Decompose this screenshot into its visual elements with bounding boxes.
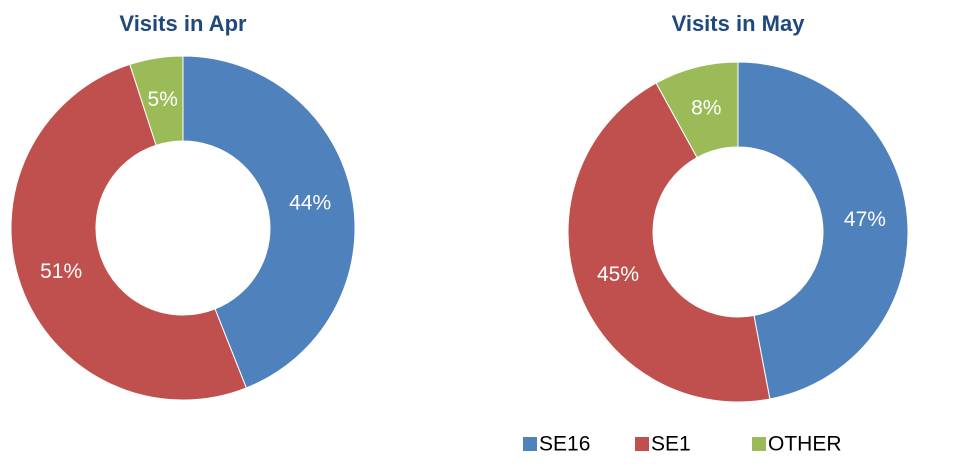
- data-label: 44%: [289, 191, 331, 214]
- percent-sign: %: [159, 88, 178, 111]
- legend-label: SE16: [539, 433, 590, 456]
- legend-label: SE1: [651, 433, 691, 456]
- data-label: 51%: [40, 259, 82, 282]
- percent-sign: %: [313, 191, 332, 214]
- chart-title: Visits in May: [672, 11, 806, 36]
- legend-swatch: [523, 437, 537, 451]
- data-label: 47%: [844, 208, 886, 231]
- donut-slice: [655, 61, 739, 159]
- data-label: 8%: [691, 96, 721, 119]
- chart-title: Visits in Apr: [119, 11, 247, 36]
- donut-slice: [10, 63, 247, 401]
- donut-slice: [182, 55, 356, 389]
- donut-slice: [129, 55, 184, 146]
- donut-slice: [737, 61, 909, 400]
- legend-swatch: [635, 437, 649, 451]
- percent-sign: %: [703, 96, 722, 119]
- percent-sign: %: [63, 259, 82, 282]
- data-label: 45%: [597, 263, 639, 286]
- donut-slice: [567, 82, 771, 403]
- legend-swatch: [752, 437, 766, 451]
- percent-sign: %: [620, 263, 639, 286]
- data-label: 5%: [148, 88, 178, 111]
- legend-label: OTHER: [768, 433, 842, 456]
- percent-sign: %: [867, 208, 886, 231]
